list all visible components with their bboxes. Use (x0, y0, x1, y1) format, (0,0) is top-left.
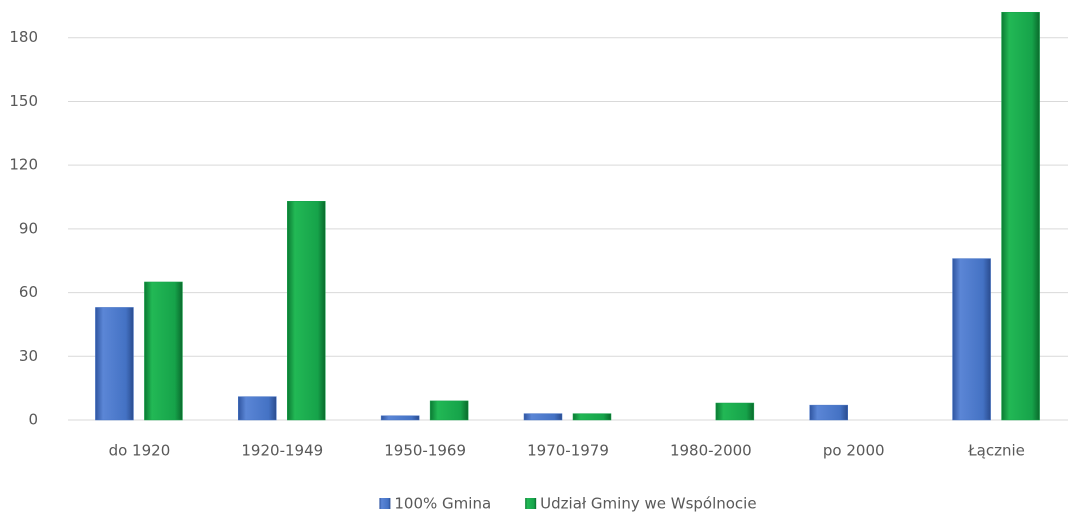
bar (238, 396, 277, 421)
bar (95, 307, 134, 421)
y-tick-label: 60 (19, 283, 38, 301)
y-tick-label: 30 (19, 347, 38, 365)
bar (287, 201, 326, 421)
x-tick-label: 1920-1949 (241, 442, 323, 460)
y-tick-label: 120 (9, 156, 38, 174)
legend-label: 100% Gmina (394, 495, 491, 513)
legend-swatch (379, 498, 391, 509)
x-tick-label: 1950-1969 (384, 442, 466, 460)
bar (572, 413, 612, 421)
bar (429, 400, 469, 421)
bar (1001, 11, 1040, 421)
x-tick-label: do 1920 (109, 442, 171, 460)
bar (380, 415, 420, 421)
y-tick-label: 180 (9, 28, 38, 46)
bar (715, 402, 755, 421)
legend-label: Udział Gminy we Wspólnocie (540, 495, 756, 513)
y-tick-label: 90 (19, 219, 38, 237)
x-tick-label: po 2000 (823, 442, 885, 460)
bar (523, 413, 563, 421)
y-tick-label: 150 (9, 92, 38, 110)
legend-swatch (525, 498, 537, 509)
x-tick-label: 1980-2000 (670, 442, 752, 460)
bar (952, 258, 991, 421)
bar (144, 281, 183, 421)
x-tick-label: 1970-1979 (527, 442, 609, 460)
bar (809, 404, 848, 421)
y-tick-label: 0 (28, 411, 38, 429)
x-tick-label: Łącznie (967, 442, 1025, 460)
